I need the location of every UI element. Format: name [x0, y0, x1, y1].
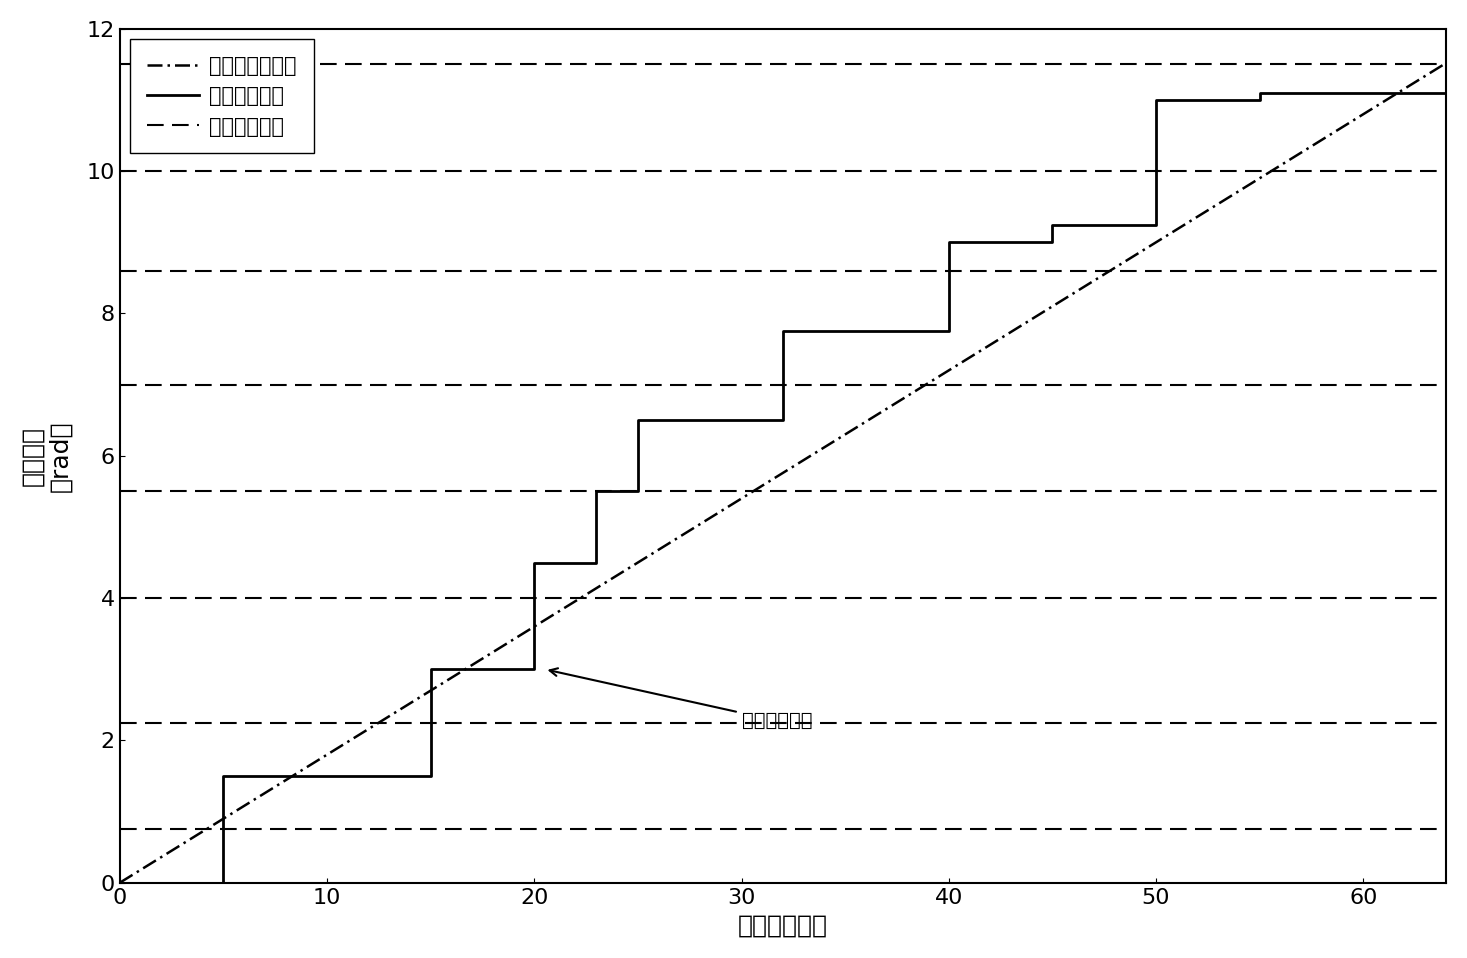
阶梯相位分布	[1251, 94, 1269, 105]
阶梯相位分布	[629, 415, 647, 426]
阶梯相位分布	[1043, 237, 1061, 248]
阶梯相位分布	[588, 486, 606, 497]
阶梯相位分布	[422, 770, 440, 782]
阶梯相位分布	[940, 237, 958, 248]
阶梯相位分布	[111, 877, 129, 888]
阶梯相位分布	[940, 326, 958, 337]
Line: 阶梯相位分布: 阶梯相位分布	[120, 93, 1446, 882]
Legend: 理想线性波阵面, 阶梯相位分布, 相位量化门限: 理想线性波阵面, 阶梯相位分布, 相位量化门限	[131, 39, 314, 153]
X-axis label: 相控单元序号: 相控单元序号	[738, 913, 827, 937]
阶梯相位分布	[422, 664, 440, 675]
阶梯相位分布	[732, 415, 750, 426]
阶梯相位分布	[1438, 87, 1455, 99]
阶梯相位分布	[525, 557, 543, 568]
阶梯相位分布	[214, 877, 232, 888]
阶梯相位分布	[1251, 94, 1269, 105]
阶梯相位分布	[1043, 237, 1061, 248]
阶梯相位分布	[525, 664, 543, 675]
阶梯相位分布	[588, 557, 606, 568]
阶梯相位分布	[629, 486, 647, 497]
Y-axis label: 相位延迟
（rad）: 相位延迟 （rad）	[21, 420, 73, 491]
阶梯相位分布	[940, 326, 958, 337]
阶梯相位分布	[525, 664, 543, 675]
阶梯相位分布	[775, 415, 792, 426]
阶梯相位分布	[732, 415, 750, 426]
阶梯相位分布	[629, 486, 647, 497]
阶梯相位分布	[775, 326, 792, 337]
阶梯相位分布	[588, 557, 606, 568]
阶梯相位分布	[775, 415, 792, 426]
阶梯相位分布	[214, 770, 232, 782]
阶梯相位分布	[1147, 218, 1165, 230]
Text: 相位量化台阶: 相位量化台阶	[550, 669, 813, 730]
阶梯相位分布	[214, 877, 232, 888]
阶梯相位分布	[1147, 94, 1165, 105]
阶梯相位分布	[1043, 218, 1061, 230]
阶梯相位分布	[1251, 87, 1269, 99]
阶梯相位分布	[422, 770, 440, 782]
阶梯相位分布	[1147, 218, 1165, 230]
